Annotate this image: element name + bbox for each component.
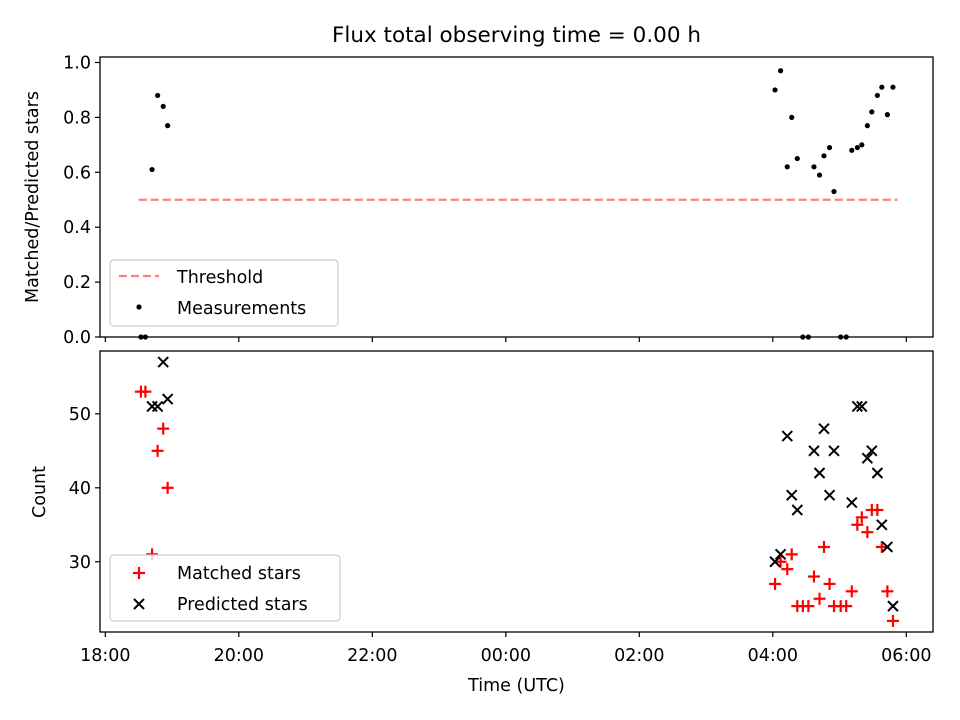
matched-star-point — [875, 540, 888, 553]
matched-star-point — [774, 555, 787, 568]
predicted-star-point — [876, 519, 888, 531]
measurement-point — [854, 144, 860, 151]
predicted-star-point — [151, 400, 164, 413]
matched-star-point — [151, 444, 164, 457]
measurement-point — [821, 153, 827, 159]
predicted-star-point — [856, 400, 868, 413]
measurement-point — [864, 123, 870, 129]
predicted-star-point — [157, 356, 169, 368]
legend-predicted-label: Predicted stars — [177, 595, 308, 615]
matched-star-point — [139, 385, 152, 398]
predicted-star-point — [861, 452, 874, 464]
x-tick-label: 22:00 — [347, 646, 397, 666]
predicted-star-point — [828, 445, 840, 457]
x-tick-label: 06:00 — [881, 646, 931, 666]
measurement-point — [859, 142, 865, 148]
measurement-point — [160, 103, 166, 110]
matched-star-point — [823, 577, 836, 590]
predicted-star-point — [791, 504, 803, 516]
matched-star-point — [157, 422, 170, 435]
predicted-star-point — [818, 422, 830, 435]
matched-star-point — [781, 563, 794, 576]
measurement-point — [811, 164, 817, 170]
count-y-tick-label: 30 — [69, 553, 91, 573]
matched-star-point — [813, 592, 826, 605]
measurement-point — [789, 114, 795, 120]
predicted-star-point — [808, 445, 820, 457]
legend-measurements-marker-icon — [136, 304, 142, 310]
measurement-point — [884, 112, 890, 118]
ratio-legend: Threshold Measurements — [109, 259, 339, 327]
count-y-axis-label: Count — [30, 466, 50, 518]
predicted-star-point — [871, 467, 884, 479]
matched-star-point — [161, 481, 174, 494]
count-y-tick-label: 40 — [69, 479, 91, 499]
predicted-star-point — [881, 541, 894, 553]
matched-star-point — [861, 526, 874, 539]
predicted-star-point — [813, 467, 826, 479]
measurement-point — [869, 109, 875, 115]
measurement-point — [831, 188, 837, 195]
predicted-star-point — [887, 600, 899, 612]
matched-star-point — [817, 540, 830, 553]
matched-star-point — [881, 585, 894, 598]
count-y-tick-label: 50 — [69, 405, 91, 425]
x-axis-label: Time (UTC) — [467, 676, 565, 696]
measurement-point — [826, 144, 833, 151]
ratio-y-tick-label: 0.0 — [63, 328, 91, 348]
ratio-y-axis-label: Matched/Predicted stars — [23, 91, 43, 303]
measurement-point — [816, 172, 823, 178]
measurement-point — [874, 92, 880, 99]
matched-star-point — [845, 585, 858, 598]
matched-star-point — [840, 600, 853, 613]
predicted-star-point — [846, 496, 858, 509]
ratio-y-tick-label: 1.0 — [63, 53, 91, 73]
ratio-y-tick-label: 0.6 — [63, 163, 91, 183]
measurement-point — [879, 84, 885, 90]
matched-star-point — [807, 570, 820, 583]
predicted-star-point — [823, 489, 836, 501]
matched-star-point — [785, 548, 798, 561]
legend-threshold-label: Threshold — [176, 268, 263, 288]
count-panel: 30 40 50 18:00 20:00 22:00 00:00 02:00 04:00 06:… — [30, 350, 934, 696]
measurement-point — [794, 155, 800, 162]
count-legend: Matched stars Predicted stars — [109, 554, 341, 622]
legend-matched-plus-icon — [133, 567, 145, 579]
measurement-point — [777, 68, 784, 74]
measurement-point — [890, 84, 896, 90]
predicted-star-point — [786, 489, 798, 501]
predicted-star-point — [774, 548, 787, 561]
legend-predicted-x-icon — [133, 598, 145, 610]
chart-title: Flux total observing time = 0.00 h — [332, 23, 701, 48]
predicted-star-point — [769, 556, 781, 568]
measurement-point — [165, 123, 171, 129]
x-tick-label: 20:00 — [214, 646, 264, 666]
legend-measurements-label: Measurements — [177, 299, 306, 319]
measurement-point — [772, 87, 778, 93]
matched-star-point — [871, 503, 884, 516]
ratio-y-tick-label: 0.8 — [63, 108, 91, 128]
x-tick-label: 02:00 — [614, 646, 664, 666]
matched-star-point — [886, 614, 899, 627]
matched-star-point — [851, 518, 864, 531]
measurement-point — [784, 164, 790, 170]
x-tick-label: 00:00 — [481, 646, 531, 666]
predicted-star-point — [781, 430, 793, 442]
matched-star-point — [769, 577, 782, 590]
legend-matched-label: Matched stars — [177, 564, 301, 584]
predicted-star-point — [851, 400, 864, 413]
ratio-y-tick-label: 0.4 — [63, 218, 91, 238]
ratio-y-tick-label: 0.2 — [63, 273, 91, 293]
predicted-star-point — [866, 445, 878, 457]
matched-star-point — [802, 600, 815, 613]
predicted-star-point — [161, 393, 174, 405]
measurement-point — [149, 166, 155, 173]
ratio-panel: 0.0 0.2 0.4 0.6 0.8 1.0 Matched/Predicted sta… — [23, 53, 934, 348]
x-tick-label: 04:00 — [748, 646, 798, 666]
measurement-point — [155, 92, 161, 99]
x-tick-label: 18:00 — [80, 646, 130, 666]
matched-star-point — [855, 511, 868, 524]
measurement-point — [849, 147, 855, 153]
